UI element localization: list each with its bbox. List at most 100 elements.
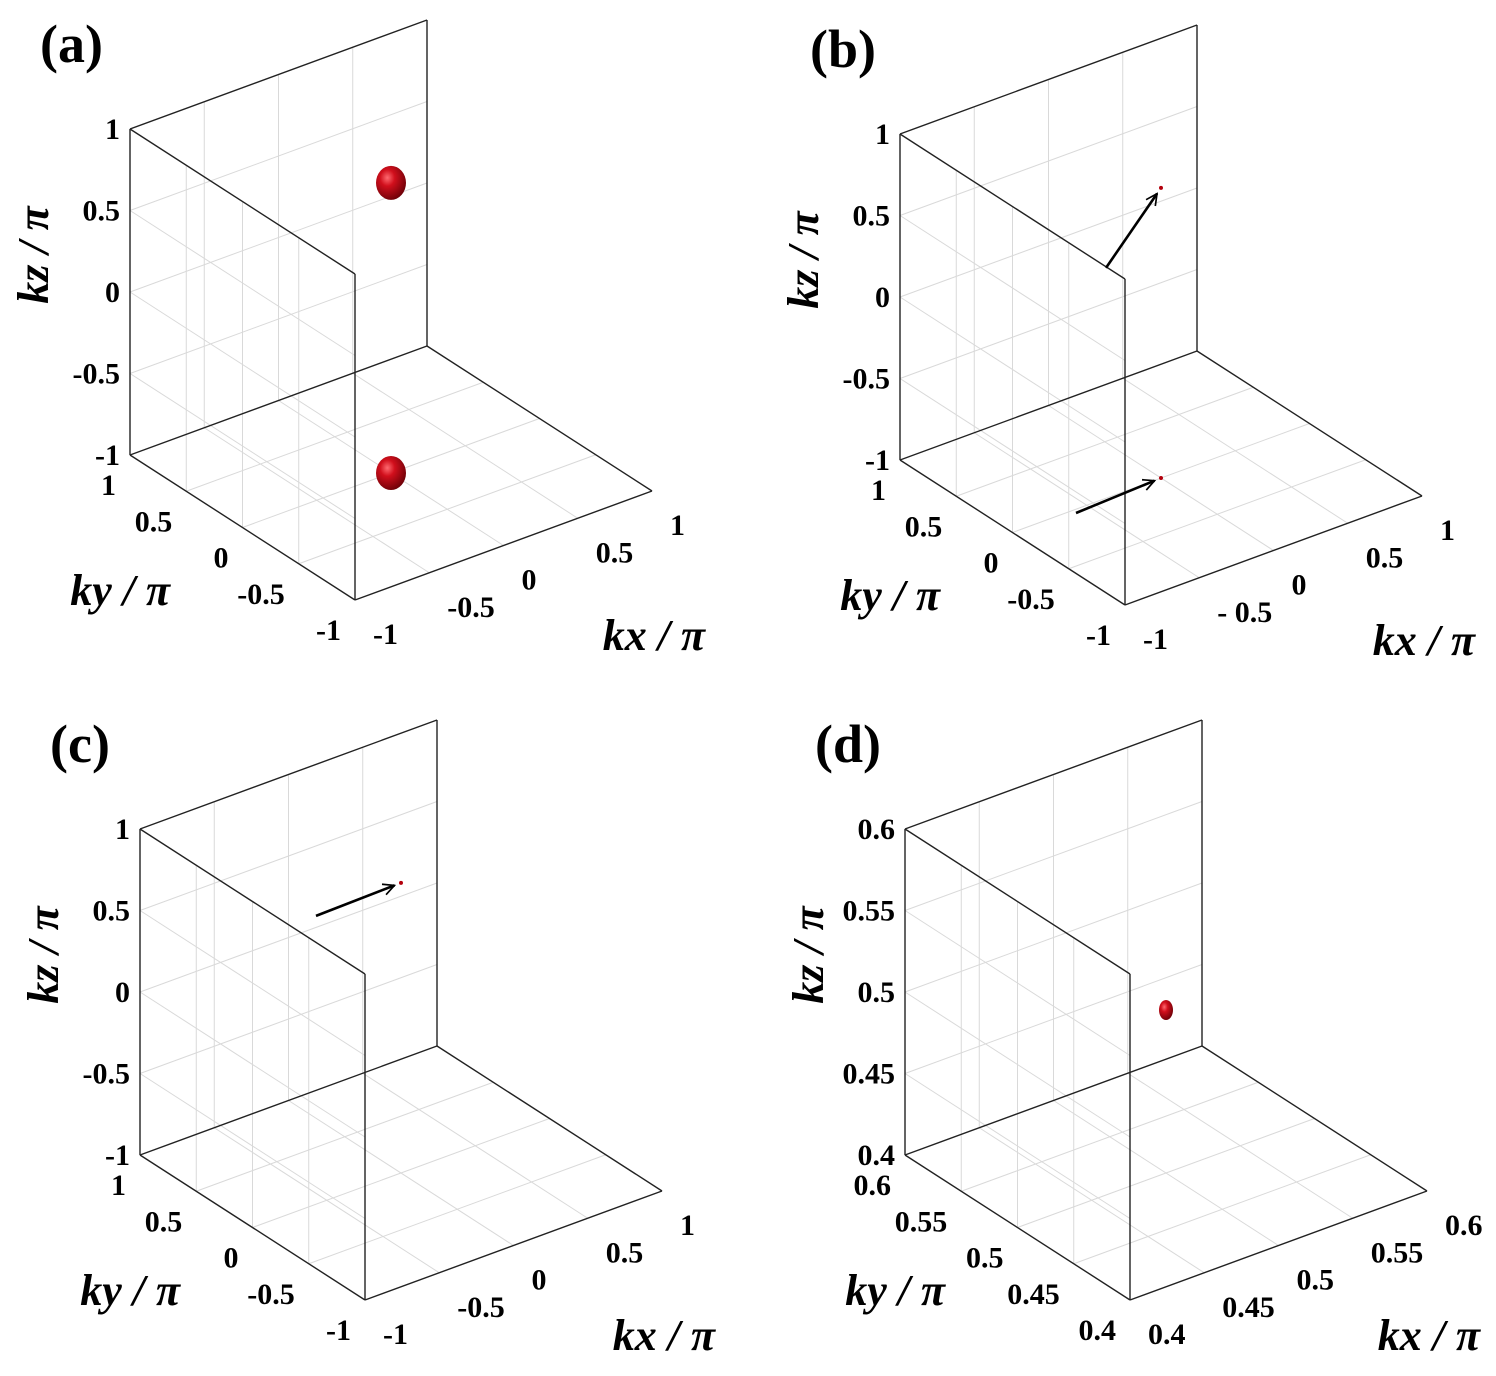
x-tick-label: 0.5 [606, 1236, 644, 1269]
x-axis-title: kx / π [603, 611, 706, 660]
y-tick-label: 1 [111, 1169, 126, 1202]
x-axis-title: kx / π [1378, 1311, 1481, 1360]
panel-label: (b) [810, 19, 876, 79]
x-axis-title: kx / π [1373, 616, 1476, 665]
axis-edge [426, 345, 653, 492]
x-tick-label: -0.5 [457, 1291, 505, 1324]
z-tick-label: 0 [875, 281, 890, 314]
data-point-dot [1159, 476, 1163, 480]
x-tick-label: -1 [1143, 623, 1168, 656]
grid-line [899, 106, 1198, 216]
x-tick-label: 1 [1440, 514, 1455, 547]
y-tick-label: -0.5 [247, 1278, 295, 1311]
y-tick-label: -1 [316, 614, 341, 647]
grid-line [139, 801, 438, 911]
y-axis-title: ky / π [840, 571, 941, 620]
data-point-sphere [376, 165, 406, 200]
y-axis-title: ky / π [845, 1266, 946, 1315]
axis-edge [904, 1154, 1131, 1301]
axis-edge [129, 454, 356, 601]
x-tick-label: 0.4 [1148, 1318, 1186, 1351]
z-axis-title: kz / π [784, 905, 833, 1003]
y-tick-label: 0.5 [966, 1242, 1004, 1275]
z-tick-label: 0.45 [843, 1058, 896, 1091]
z-tick-labels: -1 -0.5 0 0.5 1 [843, 118, 891, 477]
panel-label: (d) [815, 714, 881, 774]
axis-edge [904, 719, 1203, 830]
x-tick-label: 0.6 [1445, 1209, 1483, 1242]
grid-line [904, 801, 1203, 911]
panel-label: (a) [40, 14, 103, 74]
axis-edge [904, 1045, 1203, 1156]
grid-line [352, 372, 579, 519]
x-tick-label: 0.55 [1371, 1236, 1424, 1269]
z-tick-label: 0 [115, 976, 130, 1009]
z-tick-label: 1 [875, 118, 890, 151]
y-tick-label: 0.45 [1007, 1278, 1060, 1311]
axis-edge [139, 1154, 366, 1301]
axis-edge [899, 24, 1198, 135]
y-tick-label: 1 [101, 469, 116, 502]
axis-edge [354, 490, 653, 601]
z-tick-labels: -1 -0.5 0 0.5 1 [83, 813, 131, 1172]
z-axis-title: kz / π [779, 210, 828, 308]
y-tick-label: 0.6 [854, 1169, 892, 1202]
z-tick-label: 0.55 [843, 895, 896, 928]
z-tick-label: 0.5 [93, 895, 131, 928]
x-tick-label: 0.5 [1297, 1264, 1335, 1297]
axis-edge [139, 1045, 438, 1156]
grid-line [362, 1072, 589, 1219]
x-tick-labels: -1 - 0.5 0 0.5 1 [1143, 514, 1455, 656]
y-tick-labels: -1 -0.50 0.5 1 [871, 474, 1111, 652]
z-tick-label: -0.5 [843, 363, 891, 396]
z-axis-title: kz / π [9, 205, 58, 303]
grid-line [956, 386, 1254, 497]
axis-edge [129, 19, 428, 130]
grid-line [904, 991, 1131, 1138]
grid-line [252, 1118, 550, 1228]
y-tick-label: 0.5 [145, 1205, 183, 1238]
axis-edge [899, 133, 1126, 280]
x-tick-labels: -1 -0.5 0 0.5 1 [373, 509, 685, 651]
axis-edge [1124, 495, 1423, 606]
y-tick-label: 0 [224, 1242, 239, 1275]
grid-line [129, 291, 356, 438]
grid-line [1122, 377, 1349, 524]
y-tick-label: 0.5 [905, 510, 943, 543]
y-tick-label: -1 [326, 1314, 351, 1347]
x-tick-label: 1 [670, 509, 685, 542]
x-tick-label: 0.45 [1222, 1291, 1275, 1324]
grid-line [139, 910, 366, 1056]
axis-edge [364, 1190, 663, 1301]
annotation-arrow [1075, 481, 1155, 515]
y-tick-label: 0.55 [895, 1205, 948, 1238]
z-tick-label: -1 [95, 439, 120, 472]
z-tick-label: -0.5 [73, 358, 121, 391]
z-tick-labels: -1 -0.5 0 0.5 1 [73, 113, 121, 472]
x-tick-label: - 0.5 [1217, 596, 1272, 629]
z-tick-label: 0.5 [853, 200, 891, 233]
y-tick-label: 1 [871, 474, 886, 507]
axis-edge [904, 828, 1131, 975]
data-point-dot [1159, 185, 1163, 190]
z-tick-label: 0.5 [858, 976, 896, 1009]
y-tick-label: 0 [984, 547, 999, 580]
x-tick-labels: 0.4 0.45 0.5 0.55 0.6 [1148, 1209, 1483, 1351]
y-tick-label: 0 [214, 542, 229, 575]
grid-line [899, 296, 1126, 443]
z-tick-label: 1 [105, 113, 120, 146]
y-tick-label: 0.4 [1079, 1314, 1117, 1347]
x-tick-labels: -1 -0.5 0 0.5 1 [383, 1209, 695, 1351]
axis-edge [899, 459, 1126, 606]
grid-line [129, 101, 428, 211]
x-tick-label: 0 [532, 1264, 547, 1297]
x-tick-label: -1 [373, 618, 398, 651]
x-tick-label: -0.5 [447, 591, 495, 624]
z-tick-label: 1 [115, 813, 130, 846]
z-tick-label: -1 [865, 444, 890, 477]
annotation-arrow [1104, 194, 1159, 269]
z-tick-label: -0.5 [83, 1058, 131, 1091]
grid-line [904, 882, 1203, 993]
